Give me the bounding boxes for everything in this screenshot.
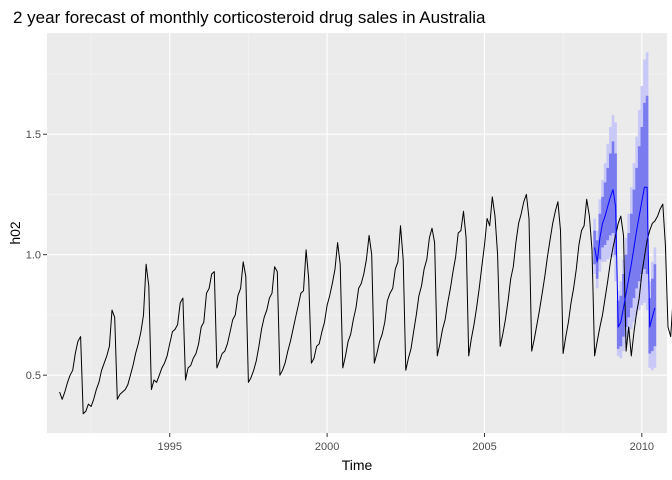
x-tick-label: 2000 bbox=[315, 441, 339, 453]
chart-title: 2 year forecast of monthly corticosteroi… bbox=[13, 8, 486, 27]
x-tick-label: 1995 bbox=[157, 441, 181, 453]
pi80-band bbox=[593, 95, 657, 354]
y-tick-label: 0.5 bbox=[26, 370, 41, 382]
x-axis: 1995 2000 2005 2010 bbox=[157, 433, 654, 453]
y-tick-label: 1.0 bbox=[26, 250, 41, 262]
y-tick-label: 1.5 bbox=[26, 129, 41, 141]
series-lines bbox=[59, 186, 672, 415]
x-tick-label: 2005 bbox=[472, 441, 496, 453]
y-axis-title: h02 bbox=[7, 221, 23, 245]
y-axis: 0.5 1.0 1.5 bbox=[26, 129, 47, 382]
x-tick-label: 2010 bbox=[630, 441, 654, 453]
history-line bbox=[59, 193, 672, 415]
plot-panel bbox=[47, 33, 667, 433]
x-axis-title: Time bbox=[342, 457, 373, 473]
forecast-line bbox=[594, 186, 656, 328]
